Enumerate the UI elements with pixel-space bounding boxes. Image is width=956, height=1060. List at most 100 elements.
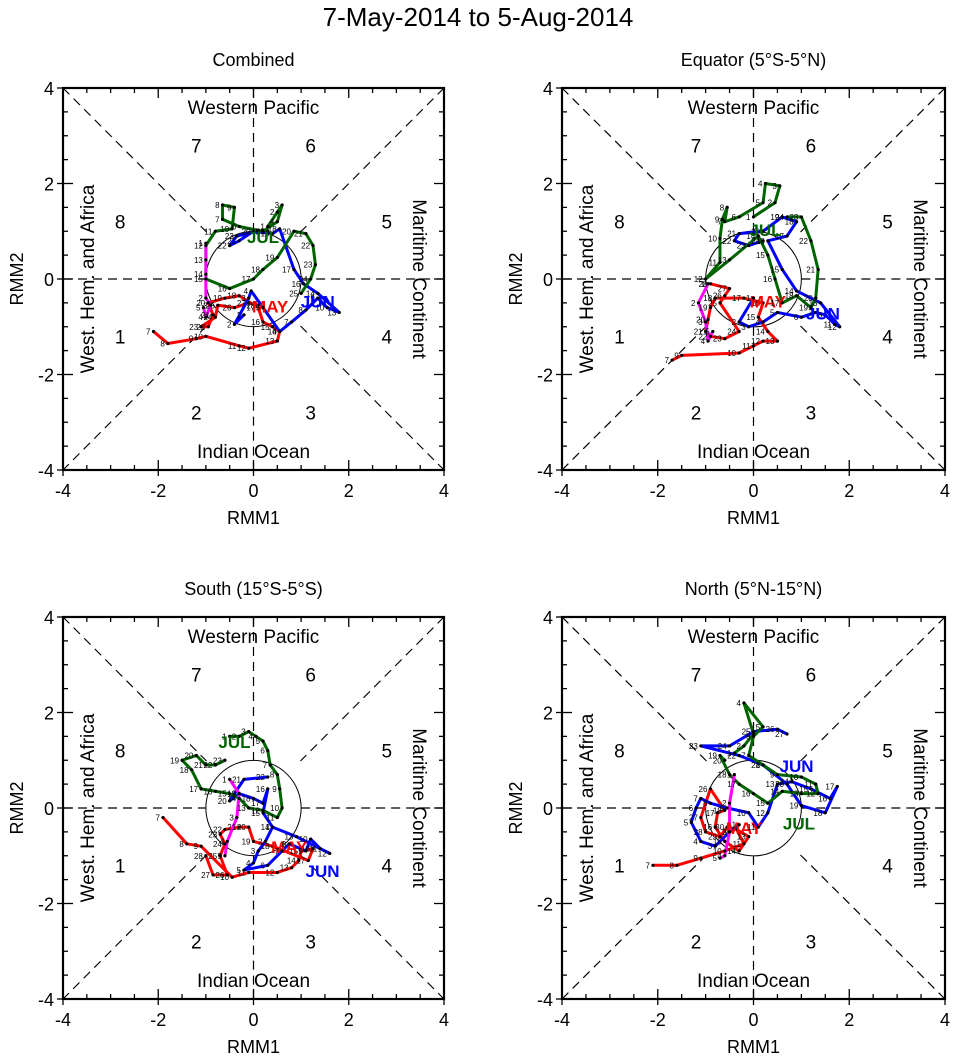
day-marker	[823, 811, 827, 815]
month-label-jun: JUN	[806, 304, 840, 323]
day-label: 15	[218, 790, 227, 799]
day-marker	[247, 346, 251, 350]
y-axis-label: RMM2	[506, 782, 526, 835]
day-marker	[304, 232, 308, 236]
day-marker	[313, 263, 318, 267]
day-marker	[785, 732, 789, 736]
day-label: 13	[237, 804, 246, 813]
day-marker	[785, 215, 789, 219]
day-label: 5	[756, 723, 761, 732]
day-label: 15	[770, 265, 779, 274]
day-marker	[266, 787, 270, 791]
phase-number-8: 8	[115, 213, 126, 234]
day-marker	[254, 734, 258, 738]
day-marker	[311, 846, 315, 851]
day-label: 9	[674, 351, 679, 360]
day-marker	[213, 229, 217, 233]
day-marker	[799, 775, 803, 779]
y-tick-label: 2	[543, 704, 553, 724]
day-marker	[292, 267, 296, 272]
day-marker	[747, 811, 751, 815]
day-label: 5	[713, 854, 718, 863]
day-label: 13	[280, 864, 289, 873]
y-tick-label: -2	[537, 366, 553, 386]
day-label: 23	[208, 830, 217, 839]
day-label: 16	[218, 285, 227, 294]
day-marker	[732, 239, 736, 243]
main-title: 7-May-2014 to 5-Aug-2014	[322, 2, 634, 32]
day-label: 2	[198, 294, 203, 303]
day-marker	[237, 792, 241, 796]
month-label-may: MAY	[726, 819, 763, 838]
day-marker	[816, 792, 820, 796]
day-marker	[766, 811, 770, 815]
y-axis-label: RMM2	[7, 253, 27, 306]
phase-number-3: 3	[305, 404, 316, 425]
day-label: 1	[727, 771, 732, 780]
day-marker	[251, 229, 256, 233]
y-tick-label: 0	[44, 799, 54, 819]
day-marker	[732, 751, 736, 755]
panel-2: Equator (5°S-5°N)-4 -2 0 2 4-4-2024RMM1RMM2W…	[506, 50, 950, 528]
day-marker	[204, 258, 208, 262]
day-marker	[294, 835, 298, 839]
day-label: 13	[718, 256, 727, 265]
day-marker	[268, 763, 272, 767]
day-label: 27	[237, 299, 246, 308]
day-label: 15	[251, 809, 260, 818]
day-marker	[204, 334, 208, 338]
month-label-jul: JUL	[783, 814, 815, 833]
day-marker	[766, 239, 770, 243]
day-marker	[833, 322, 837, 326]
day-label: 17	[825, 783, 834, 792]
day-marker	[737, 232, 741, 236]
phase-divider	[561, 616, 707, 762]
day-marker	[261, 267, 265, 272]
day-label: 11	[824, 320, 833, 329]
day-marker	[194, 753, 198, 758]
day-label: 8	[818, 311, 823, 320]
day-label: 24	[727, 328, 736, 337]
day-label: 9	[227, 203, 232, 212]
day-marker	[756, 234, 760, 238]
day-label: 13	[766, 780, 775, 789]
region-label-left: West. Hem. and Africa	[577, 713, 598, 902]
day-marker	[220, 203, 225, 207]
day-marker	[718, 301, 722, 305]
day-marker	[708, 334, 713, 338]
day-marker	[704, 329, 708, 334]
day-marker	[713, 825, 717, 829]
day-marker	[766, 801, 770, 805]
day-marker	[737, 849, 741, 853]
phase-number-3: 3	[305, 933, 316, 954]
day-label: 23	[189, 323, 198, 332]
day-marker	[814, 310, 818, 315]
day-label: 8	[703, 799, 708, 808]
day-marker	[247, 825, 251, 829]
day-label: 4	[758, 180, 763, 189]
day-label: 7	[665, 356, 670, 365]
day-marker	[275, 255, 279, 260]
day-marker	[823, 313, 827, 317]
day-label: 20	[196, 299, 205, 308]
day-marker	[223, 758, 227, 762]
day-marker	[316, 291, 320, 295]
day-label: 9	[770, 771, 775, 780]
day-marker	[727, 258, 732, 262]
day-label: 24	[775, 213, 784, 222]
day-marker	[297, 858, 301, 863]
day-marker	[204, 241, 208, 245]
day-marker	[799, 804, 803, 808]
day-label: 7	[693, 794, 698, 803]
day-label: 26	[215, 871, 224, 880]
day-marker	[708, 801, 713, 805]
day-marker	[261, 739, 265, 743]
y-tick-label: 4	[543, 608, 553, 628]
day-marker	[325, 306, 329, 310]
day-label: 5	[256, 227, 261, 236]
day-label: 18	[703, 294, 712, 303]
day-marker	[723, 839, 727, 844]
day-label: 1	[746, 213, 751, 222]
day-marker	[213, 315, 217, 319]
day-marker	[194, 337, 198, 341]
